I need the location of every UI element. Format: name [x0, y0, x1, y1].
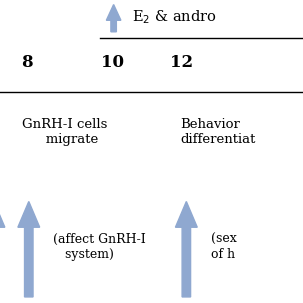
Text: 10: 10: [101, 54, 124, 71]
FancyArrow shape: [0, 201, 5, 297]
FancyArrow shape: [175, 201, 197, 297]
Text: GnRH-I cells
   migrate: GnRH-I cells migrate: [22, 118, 108, 146]
Text: 12: 12: [170, 54, 193, 71]
Text: (sex
of h: (sex of h: [211, 233, 236, 261]
Text: (affect GnRH-I
   system): (affect GnRH-I system): [53, 233, 146, 261]
Text: 8: 8: [22, 54, 33, 71]
Text: Behavior
differentiat: Behavior differentiat: [180, 118, 256, 146]
Text: E$_2$ & andro: E$_2$ & andro: [132, 8, 217, 25]
FancyArrow shape: [106, 5, 121, 32]
FancyArrow shape: [18, 201, 40, 297]
